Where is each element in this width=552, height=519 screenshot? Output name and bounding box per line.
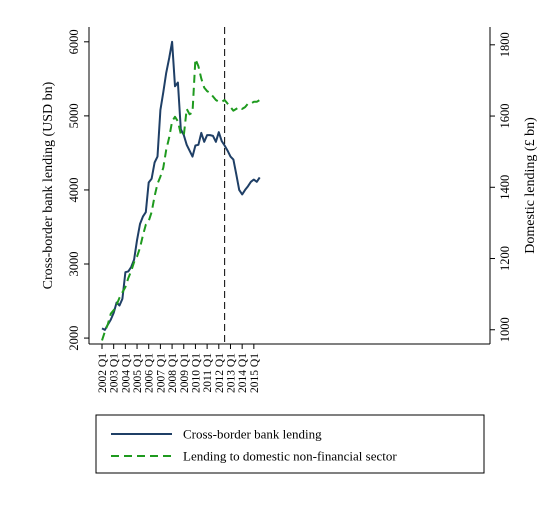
series-line-cross-border [101,40,261,331]
left-axis-title: Cross-border bank lending (USD bn) [41,81,56,289]
left-tick-label: 6000 [67,29,81,54]
x-tick-label: 2014 Q1 [237,353,249,393]
left-tick-label: 2000 [67,326,81,351]
x-tick-label: 2003 Q1 [109,353,121,393]
legend-box [95,414,485,474]
x-tick-label: 2004 Q1 [120,353,132,393]
legend-label-domestic-lending: Lending to domestic non-financial sector [183,449,397,464]
x-tick-label: 2015 Q1 [249,353,261,393]
right-tick-label: 1800 [498,32,512,57]
legend-label-cross-border: Cross-border bank lending [183,427,322,442]
right-axis-title: Domestic lending (£ bn) [523,117,538,254]
series-layer [101,40,261,341]
axes-layer: 2000 3000 4000 5000 6000 1000 1200 1400 1600 1800… [41,27,538,393]
right-tick-label: 1200 [498,246,512,271]
x-tick-label: 2007 Q1 [155,353,167,393]
series-line-domestic-lending [101,58,261,341]
x-tick-label: 2005 Q1 [132,353,144,393]
x-tick-label: 2009 Q1 [179,353,191,393]
x-tick-label: 2013 Q1 [225,353,237,393]
x-tick-label: 2010 Q1 [190,353,202,393]
legend: Cross-border bank lending Lending to dom… [95,414,485,474]
right-tick-label: 1000 [498,317,512,342]
x-tick-label: 2002 Q1 [97,353,109,393]
left-tick-label: 5000 [67,103,81,128]
x-tick-label: 2012 Q1 [214,353,226,393]
x-tick-label: 2006 Q1 [144,353,156,393]
x-tick-label: 2008 Q1 [167,353,179,393]
right-tick-label: 1400 [498,175,512,200]
left-tick-label: 4000 [67,177,81,202]
right-tick-label: 1600 [498,104,512,129]
left-tick-label: 3000 [67,252,81,277]
x-tick-label: 2011 Q1 [202,353,214,393]
